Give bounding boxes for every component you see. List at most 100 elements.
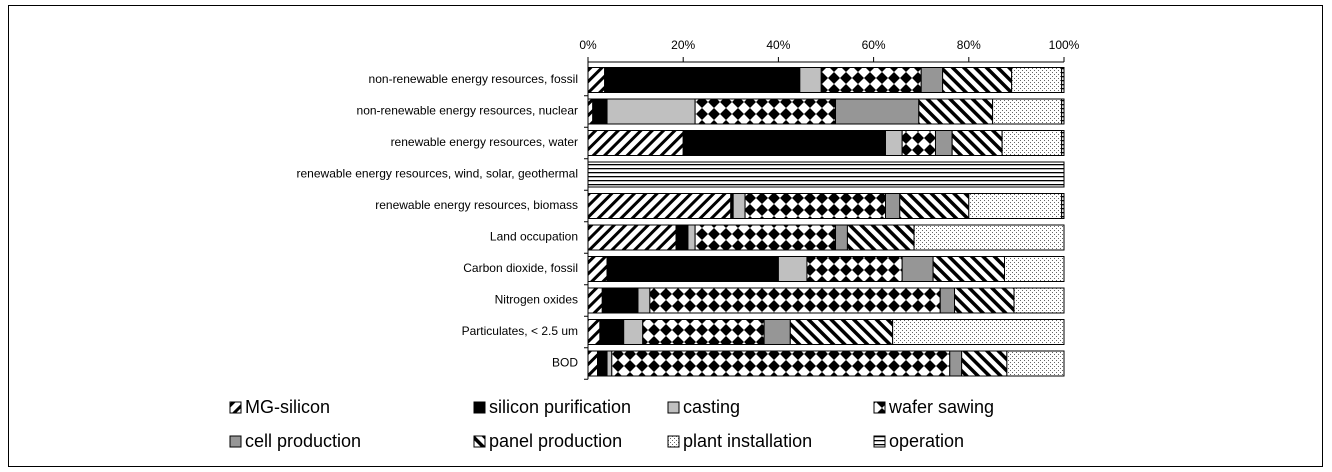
bar-segment [968,193,1063,219]
bar-segment [939,287,956,314]
bar-segment [885,130,903,156]
bar-segment [892,319,1065,345]
bar-segment [606,256,779,282]
bar-segment [789,319,894,345]
bar-segment [820,67,922,93]
x-tick-label: 0% [579,38,597,52]
bar-segment [611,350,951,377]
legend-swatch [229,435,242,448]
bar-segment [675,224,689,251]
bar-segment [694,224,837,251]
legend-swatch [873,435,886,448]
bar-segment [682,130,887,156]
bar-segment [599,319,625,345]
bar-segment [763,319,791,345]
bar-segment [1061,98,1065,125]
legend-swatch [667,401,680,414]
category-label: Nitrogen oxides [495,293,578,307]
bar-segment [732,193,746,219]
bar-segment [587,350,599,377]
bar-segment [1001,130,1063,156]
bar-segment [1006,350,1065,377]
bar-segment [1061,67,1065,93]
category-label: non-renewable energy resources, nuclear [357,104,578,118]
bar-segment [606,98,696,125]
bar-segment [587,319,601,345]
bar-segment [961,350,1008,377]
bar-segment [1061,130,1065,156]
category-label: Carbon dioxide, fossil [463,261,578,275]
bar-segment [637,287,651,314]
category-label: renewable energy resources, wind, solar,… [297,167,578,181]
bar-segment [901,256,934,282]
legend-swatch [229,401,242,414]
bar-segment [942,67,1013,93]
x-tick-label: 40% [766,38,790,52]
bar-segment [587,287,603,314]
bar-segment [899,193,970,219]
x-tick-label: 60% [862,38,886,52]
bar-segment [587,130,684,156]
bar-segment [885,193,901,219]
category-label: Particulates, < 2.5 um [462,324,578,338]
bar-segment [1061,193,1065,219]
bar-segment [920,67,944,93]
bar-segment [799,67,822,93]
x-tick-label: 100% [1049,38,1080,52]
legend-swatch [473,401,486,414]
legend-label: plant installation [683,431,812,451]
bar-segment [934,130,953,156]
bar-segment [901,130,936,156]
bar-segment [587,98,594,125]
x-tick-label: 80% [957,38,981,52]
legend-swatch [473,435,486,448]
bar-segment [951,130,1003,156]
bar-segment [932,256,1005,282]
bar-segment [918,98,994,125]
legend-label: wafer sawing [888,397,994,417]
bar-segment [694,98,837,125]
bar-segment [642,319,765,345]
frame [8,5,1323,467]
bar-segment [1011,67,1063,93]
bar-segment [587,256,608,282]
bar-segment [1004,256,1065,282]
category-label: renewable energy resources, water [391,135,578,149]
bar-segment [601,287,639,314]
bar-segment [913,224,1065,251]
bar-segment [835,98,920,125]
legend-label: MG-silicon [245,397,330,417]
bar-segment [992,98,1063,125]
category-label: BOD [552,356,578,370]
bar-segment [587,224,677,251]
bar-segment [744,193,887,219]
bar-segment [806,256,903,282]
bar-segment [592,98,608,125]
legend-swatch [873,401,886,414]
bar-segment [954,287,1015,314]
bar-segment [597,350,608,377]
bar-segment [587,161,1065,188]
bar-segment [1013,287,1065,314]
legend-label: cell production [245,431,361,451]
bar-segment [687,224,696,251]
bar-segment [777,256,808,282]
bar-segment [649,287,941,314]
legend-label: silicon purification [489,397,631,417]
bar-segment [846,224,915,251]
bar-segment [606,350,613,377]
legend-label: operation [889,431,964,451]
legend-swatch [667,435,680,448]
bar-segment [949,350,963,377]
category-label: Land occupation [490,230,578,244]
category-label: non-renewable energy resources, fossil [369,72,578,86]
legend-label: panel production [489,431,622,451]
legend-label: casting [683,397,740,417]
bar-segment [835,224,848,251]
bar-segment [587,67,606,93]
bar-segment [604,67,801,93]
x-tick-label: 20% [671,38,695,52]
bar-segment [587,193,732,219]
bar-segment [623,319,644,345]
